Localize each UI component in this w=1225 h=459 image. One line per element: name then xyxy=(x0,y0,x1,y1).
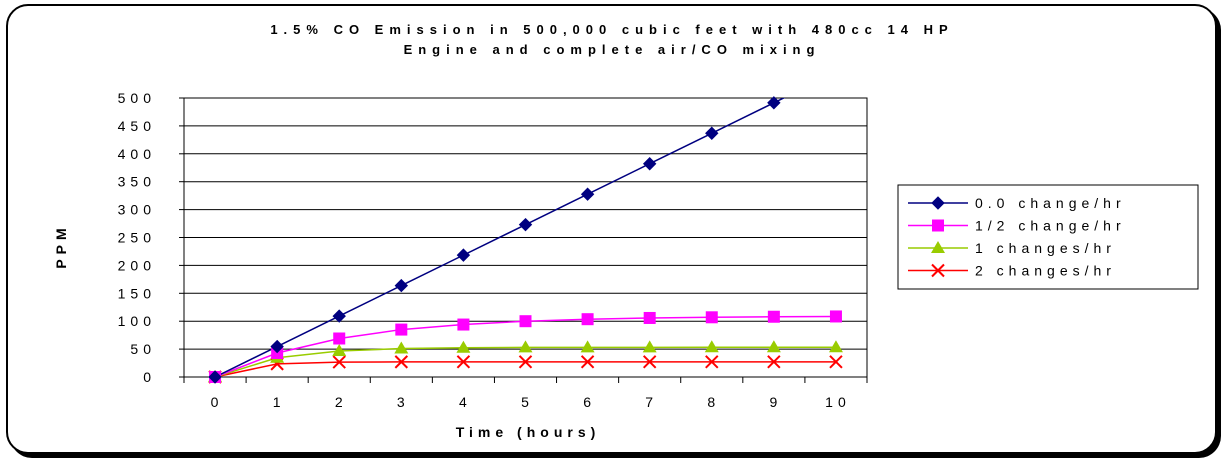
data-point xyxy=(766,340,781,353)
data-point xyxy=(829,355,843,369)
x-marker-stroke xyxy=(767,355,781,369)
data-point xyxy=(518,217,533,232)
x-tick-label: 2 xyxy=(335,394,348,410)
data-point xyxy=(394,341,409,354)
data-point xyxy=(642,157,657,171)
data-point xyxy=(767,310,780,323)
x-tick-label: 9 xyxy=(769,394,782,410)
data-point xyxy=(518,340,533,353)
data-point xyxy=(705,126,719,140)
x-marker-stroke xyxy=(394,355,409,369)
legend-entry: 1/2 change/hr xyxy=(975,218,1126,234)
data-point xyxy=(395,323,408,336)
data-point xyxy=(767,355,781,369)
x-tick-label: 5 xyxy=(521,394,534,410)
data-point xyxy=(519,315,532,328)
x-tick-labels: 0 1 2 3 4 5 6 7 8 9 10 xyxy=(211,394,851,410)
data-point xyxy=(394,355,409,369)
data-point xyxy=(705,355,719,369)
data-point xyxy=(394,278,409,293)
data-point xyxy=(518,355,533,369)
data-point xyxy=(456,248,471,262)
chart-title-line-2: Engine and complete air/CO mixing xyxy=(404,42,821,57)
gridlines xyxy=(184,125,867,350)
x-marker-stroke xyxy=(705,355,719,369)
x-axis-label: Time (hours) xyxy=(456,424,601,440)
x-tick-label: 7 xyxy=(645,394,658,410)
x-tick-label: 10 xyxy=(825,394,851,410)
data-point xyxy=(332,355,346,369)
x-marker-stroke xyxy=(580,355,595,369)
x-marker-stroke xyxy=(456,355,471,369)
data-point xyxy=(581,313,594,326)
data-point xyxy=(333,332,346,345)
y-tick-labels: 0 50 100 150 200 250 300 350 400 450 500 xyxy=(118,90,156,385)
y-tick-label: 400 xyxy=(118,146,156,162)
data-point xyxy=(456,355,471,369)
data-point xyxy=(642,340,657,353)
axis-ticks xyxy=(179,97,868,383)
y-tick-label: 150 xyxy=(118,285,156,301)
y-tick-label: 100 xyxy=(118,313,156,329)
x-tick-label: 1 xyxy=(273,394,286,410)
y-axis-label: PPM xyxy=(53,223,69,268)
legend-entry: 1 changes/hr xyxy=(975,240,1116,256)
data-point xyxy=(767,96,781,110)
data-point xyxy=(705,311,718,324)
data-point xyxy=(580,340,595,353)
data-point xyxy=(642,355,657,369)
data-point xyxy=(828,340,843,353)
y-tick-label: 350 xyxy=(118,174,156,190)
x-marker-stroke xyxy=(642,355,657,369)
y-tick-label: 0 xyxy=(143,369,156,385)
chart-title-line-1: 1.5% CO Emission in 500,000 cubic feet w… xyxy=(270,22,953,37)
legend-entry: 2 changes/hr xyxy=(975,263,1116,279)
y-tick-label: 250 xyxy=(118,230,156,246)
x-tick-label: 4 xyxy=(459,394,472,410)
data-point xyxy=(332,344,347,357)
data-point xyxy=(456,340,471,353)
data-point xyxy=(270,339,284,354)
legend-marker xyxy=(931,263,945,278)
data-point xyxy=(829,310,842,323)
y-tick-label: 200 xyxy=(118,257,156,273)
x-tick-label: 6 xyxy=(583,394,596,410)
y-tick-label: 300 xyxy=(118,202,156,218)
legend-marker xyxy=(931,196,945,210)
data-point xyxy=(580,187,595,201)
data-point xyxy=(332,309,346,323)
x-tick-label: 3 xyxy=(397,394,410,410)
data-point xyxy=(457,318,470,331)
y-tick-label: 50 xyxy=(130,341,156,357)
data-point xyxy=(580,355,595,369)
x-tick-label: 0 xyxy=(211,394,224,410)
legend-marker xyxy=(931,241,945,253)
y-tick-label: 500 xyxy=(118,90,156,106)
x-marker-stroke xyxy=(829,355,843,369)
y-tick-label: 450 xyxy=(118,118,156,134)
x-marker-stroke xyxy=(931,263,945,278)
legend-marker xyxy=(932,219,944,232)
data-point xyxy=(643,311,656,324)
data-point xyxy=(704,340,719,353)
legend: 0.0 change/hr 1/2 change/hr 1 changes/hr 2 … xyxy=(897,184,1199,290)
series-markers xyxy=(208,96,843,384)
x-marker-stroke xyxy=(332,355,346,369)
data-point xyxy=(208,370,222,384)
x-marker-stroke xyxy=(518,355,533,369)
legend-entry: 0.0 change/hr xyxy=(975,195,1126,211)
x-tick-label: 8 xyxy=(707,394,720,410)
series-line xyxy=(214,361,836,377)
